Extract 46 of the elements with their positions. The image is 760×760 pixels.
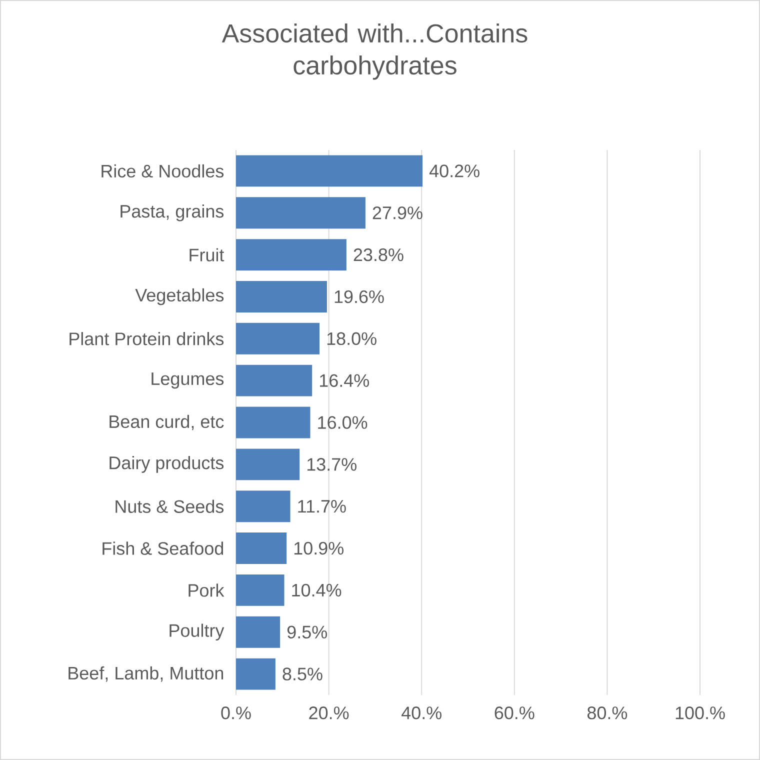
x-tick-label: 40.% [402,706,442,720]
data-label: 10.9% [294,542,344,555]
bar [236,364,312,396]
y-tick-label: Bean curd, etc [110,414,224,430]
y-tick-label: Pork [188,584,224,597]
bar [236,490,290,522]
y-tick-label: Legumes [152,372,224,389]
bar [236,406,310,438]
y-tick-label: Fruit [190,248,224,262]
x-tick-label: 0.% [221,706,251,720]
y-tick-label: Rice & Noodles [102,164,224,178]
y-tick-label: Dairy products [110,456,224,473]
chart-title: Associated with...Contains carbohydrates [222,24,528,80]
bar [236,322,320,354]
x-tick-label: 60.% [494,706,534,720]
bar [236,281,327,312]
data-label: 13.7% [307,458,356,471]
y-tick-label: Fish & Seafood [102,542,224,555]
bar [236,197,366,229]
bar [236,658,276,690]
y-tick-label: Nuts & Seeds [116,500,224,513]
bar [236,155,423,187]
data-label: 8.5% [282,668,322,680]
data-label: 9.5% [287,626,327,638]
data-label: 27.9% [372,206,422,220]
data-label: 23.8% [354,248,404,262]
bar [236,448,300,480]
data-label: 19.6% [334,290,384,304]
y-tick-label: Vegetables [135,288,224,306]
y-tick-label: Pasta, grains [120,204,224,222]
bar [236,239,346,271]
data-label: 16.4% [320,374,370,387]
x-tick-label: 100.% [676,706,725,720]
bar [236,616,280,648]
y-tick-label: Poultry [170,624,224,641]
x-tick-label: 80.% [587,706,628,720]
bar [236,532,287,564]
data-label: 40.2% [429,164,480,178]
data-label: 16.0% [318,416,368,429]
y-tick-label: Beef, Lamb, Mutton [68,666,224,682]
data-label: 18.0% [327,332,376,346]
data-label: 11.7% [298,500,346,513]
x-tick-label: 20.% [309,706,349,720]
bar [236,574,284,606]
data-label: 10.4% [292,584,342,597]
y-tick-label: Plant Protein drinks [70,332,224,346]
